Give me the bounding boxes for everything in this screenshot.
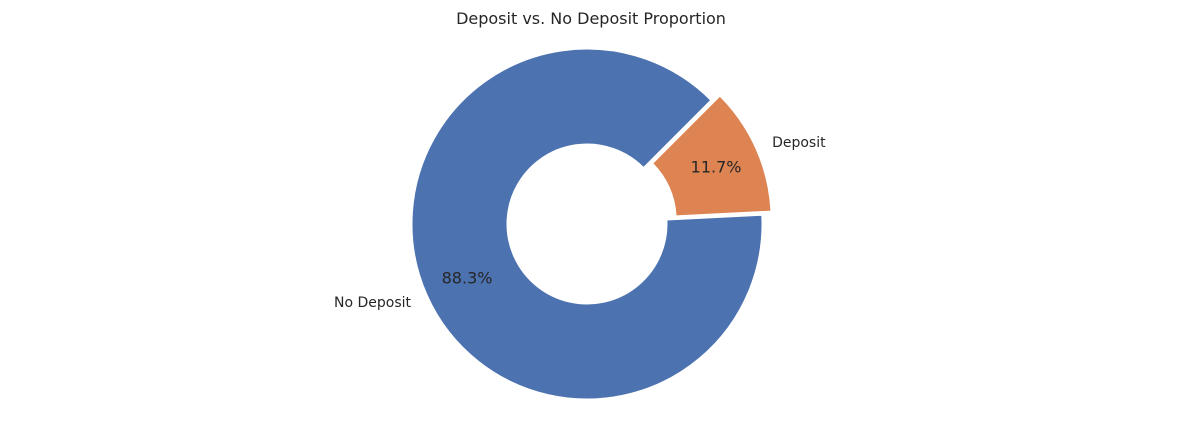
slices-group [411, 48, 772, 400]
chart-title: Deposit vs. No Deposit Proportion [456, 9, 726, 28]
slice-no-deposit [411, 48, 763, 400]
slice-pct-no-deposit: 88.3% [442, 268, 493, 287]
slice-deposit [652, 95, 772, 217]
labels-group: Deposit 11.7% No Deposit 88.3% [334, 135, 826, 311]
slice-label-deposit: Deposit [772, 135, 826, 151]
slice-label-no-deposit: No Deposit [334, 295, 412, 311]
slice-pct-deposit: 11.7% [691, 158, 742, 177]
